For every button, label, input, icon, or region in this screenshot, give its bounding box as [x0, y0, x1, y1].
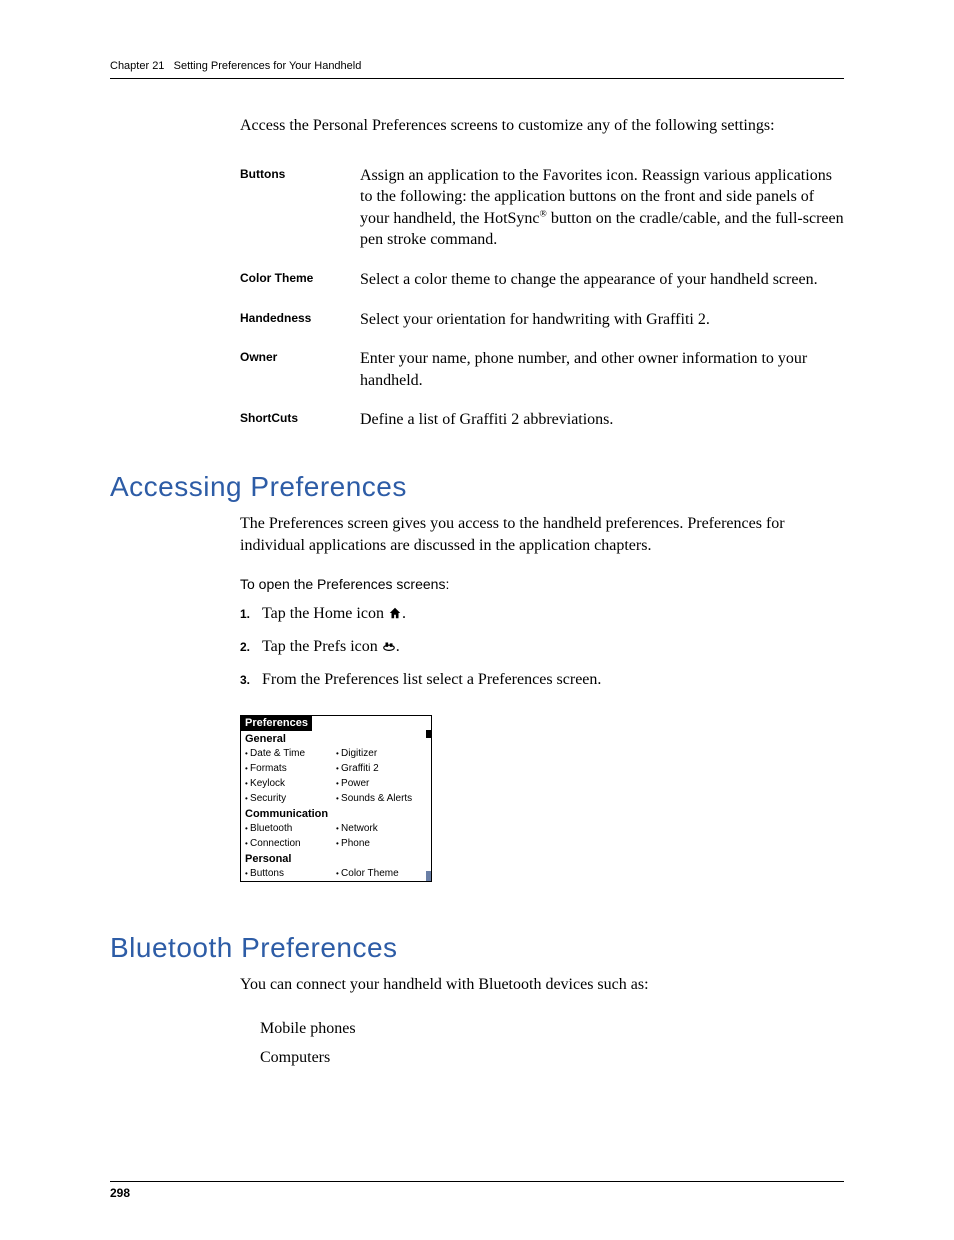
ss-item: Keylock	[245, 776, 336, 791]
section-heading: Bluetooth Preferences	[110, 932, 844, 964]
ss-tab: Preferences	[241, 716, 312, 731]
chapter-title: Setting Preferences for Your Handheld	[174, 60, 362, 72]
def-desc: Select your orientation for handwriting …	[360, 309, 844, 331]
step-text: Tap the Prefs icon .	[262, 633, 844, 662]
def-term: Owner	[240, 348, 360, 364]
prefs-icon	[382, 639, 396, 653]
step-item: 2. Tap the Prefs icon .	[240, 633, 844, 662]
step-item: 1. Tap the Home icon .	[240, 600, 844, 629]
chapter-label: Chapter 21	[110, 60, 164, 72]
scrollbar	[426, 730, 431, 881]
ss-group-label: Personal	[241, 851, 431, 866]
def-term: Handedness	[240, 309, 360, 325]
ss-item: Formats	[245, 761, 336, 776]
ss-item: Power	[336, 776, 427, 791]
running-header: Chapter 21 Setting Preferences for Your …	[110, 60, 844, 79]
section-body: You can connect your handheld with Bluet…	[240, 974, 844, 996]
ss-group-label: Communication	[241, 806, 431, 821]
def-row: Handedness Select your orientation for h…	[240, 309, 844, 331]
step-number: 2.	[240, 637, 262, 659]
ss-item: Color Theme	[336, 866, 427, 881]
def-desc: Enter your name, phone number, and other…	[360, 348, 844, 391]
def-desc: Select a color theme to change the appea…	[360, 269, 844, 291]
definition-list: Buttons Assign an application to the Fav…	[240, 165, 844, 431]
ss-item: Sounds & Alerts	[336, 791, 427, 806]
bullet-list: Mobile phones Computers	[260, 1015, 844, 1073]
bullet-item: Mobile phones	[260, 1015, 844, 1044]
def-row: Owner Enter your name, phone number, and…	[240, 348, 844, 391]
def-row: ShortCuts Define a list of Graffiti 2 ab…	[240, 409, 844, 431]
intro-paragraph: Access the Personal Preferences screens …	[240, 115, 844, 137]
step-number: 3.	[240, 670, 262, 692]
def-desc: Define a list of Graffiti 2 abbreviation…	[360, 409, 844, 431]
ss-item: Bluetooth	[245, 821, 336, 836]
page-number: 298	[110, 1181, 844, 1200]
def-desc: Assign an application to the Favorites i…	[360, 165, 844, 251]
ss-item: Date & Time	[245, 746, 336, 761]
ss-item: Phone	[336, 836, 427, 851]
ss-item: Security	[245, 791, 336, 806]
def-term: Color Theme	[240, 269, 360, 285]
step-text: Tap the Home icon .	[262, 600, 844, 629]
ss-item: Connection	[245, 836, 336, 851]
home-icon	[388, 606, 402, 620]
prefs-screenshot: Preferences General Date & TimeDigitizer…	[240, 715, 432, 882]
bullet-item: Computers	[260, 1044, 844, 1073]
step-number: 1.	[240, 604, 262, 626]
def-row: Buttons Assign an application to the Fav…	[240, 165, 844, 251]
steps-list: 1. Tap the Home icon . 2. Tap the Prefs …	[240, 600, 844, 694]
def-term: ShortCuts	[240, 409, 360, 425]
ss-item: Buttons	[245, 866, 336, 881]
ss-item: Digitizer	[336, 746, 427, 761]
def-row: Color Theme Select a color theme to chan…	[240, 269, 844, 291]
ss-item: Graffiti 2	[336, 761, 427, 776]
section-heading: Accessing Preferences	[110, 471, 844, 503]
ss-item: Network	[336, 821, 427, 836]
def-term: Buttons	[240, 165, 360, 181]
step-item: 3. From the Preferences list select a Pr…	[240, 666, 844, 695]
sub-heading: To open the Preferences screens:	[240, 576, 844, 592]
document-page: Chapter 21 Setting Preferences for Your …	[0, 0, 954, 1240]
section-body: The Preferences screen gives you access …	[240, 513, 844, 556]
ss-group-label: General	[241, 731, 431, 746]
step-text: From the Preferences list select a Prefe…	[262, 666, 844, 695]
